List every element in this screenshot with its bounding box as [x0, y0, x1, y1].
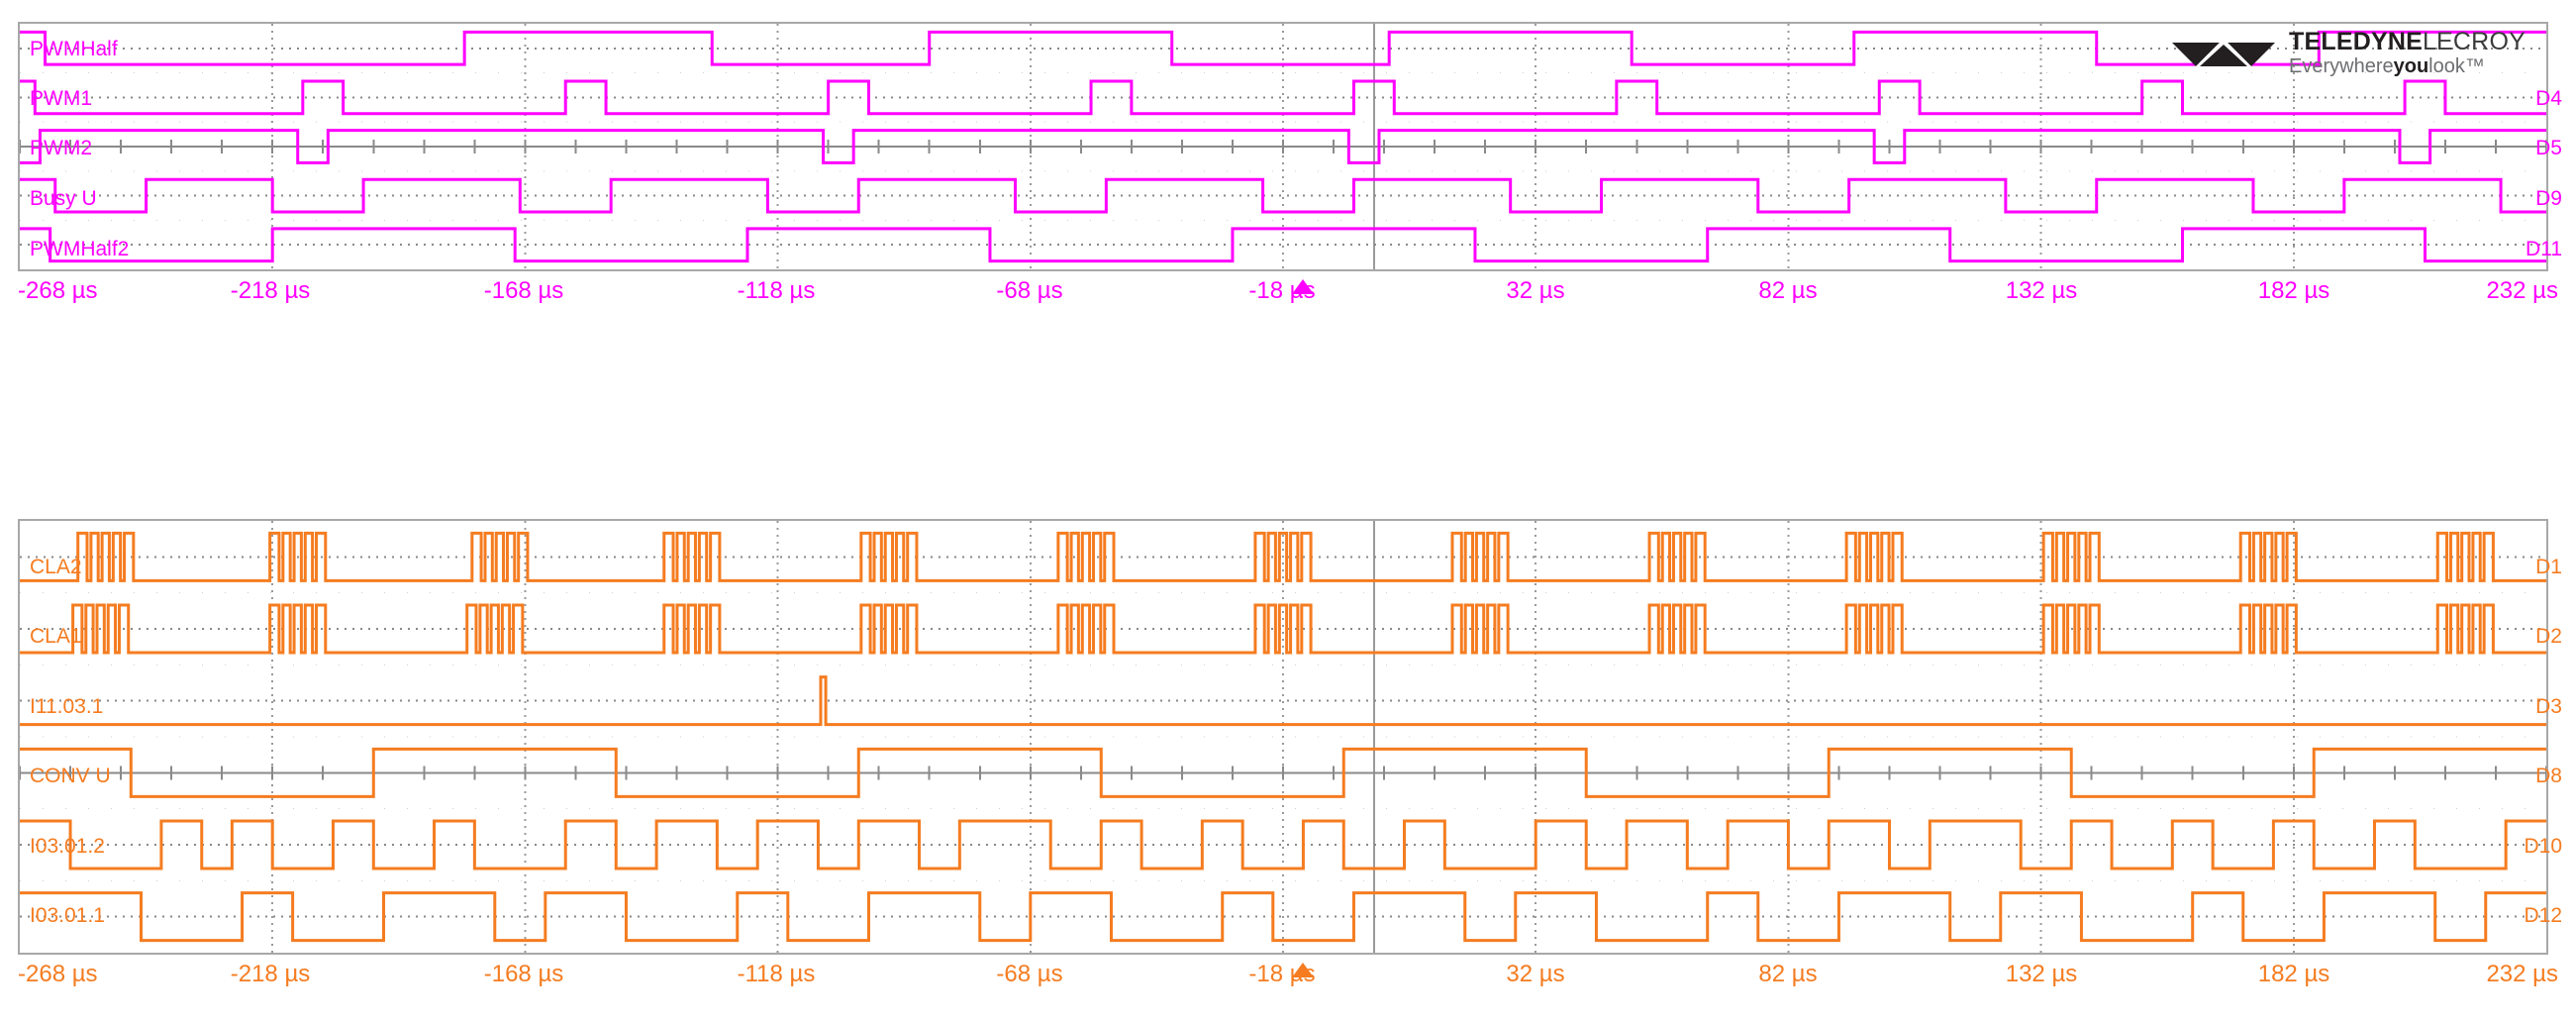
time-tick-label: 82 µs — [1758, 961, 1818, 987]
time-tick-label: -18 µs — [1248, 961, 1316, 987]
logo-trademark: ™ — [2464, 54, 2485, 77]
time-tick-label: -118 µs — [737, 961, 816, 987]
time-tick-label: 32 µs — [1506, 961, 1565, 987]
time-tick-label: -268 µs — [18, 961, 98, 987]
time-tick-label: 182 µs — [2257, 277, 2330, 304]
logo-wordmark: TELEDYNELECROY Everywhereyoulook™ — [2289, 27, 2526, 76]
time-tick-label: 132 µs — [2005, 277, 2078, 304]
time-tick-label: -268 µs — [18, 277, 98, 304]
time-tick-label: -168 µs — [483, 277, 564, 304]
time-tick-label: 32 µs — [1506, 277, 1565, 304]
time-axis-top[interactable]: -268 µs -218 µs -168 µs -118 µs -68 µs -… — [0, 277, 2576, 317]
time-tick-label: -18 µs — [1248, 277, 1316, 304]
time-tick-label: -218 µs — [230, 277, 311, 304]
time-tick-label: 82 µs — [1758, 277, 1818, 304]
logo-line1: TELEDYNELECROY — [2289, 27, 2526, 55]
time-tick-label: -118 µs — [737, 277, 816, 304]
waveform-canvas-bottom — [20, 521, 2546, 953]
time-tick-label: 182 µs — [2257, 961, 2330, 987]
waveform-plot-top[interactable] — [20, 24, 2546, 269]
waveform-canvas-top — [20, 24, 2546, 269]
time-tick-label: 232 µs — [2486, 961, 2558, 987]
logo-tag-post: look — [2428, 54, 2465, 77]
teledyne-logo-icon — [2172, 39, 2275, 66]
digital-panel-top[interactable] — [18, 22, 2548, 271]
waveform-plot-bottom[interactable] — [20, 521, 2546, 953]
logo-teledyne: TELEDYNE — [2289, 27, 2423, 55]
logo-tag-pre: Everywhere — [2289, 54, 2394, 77]
time-tick-label: -68 µs — [996, 277, 1063, 304]
logo-tag-bold: you — [2393, 54, 2429, 77]
time-tick-label: 232 µs — [2486, 277, 2558, 304]
logo-line2: Everywhereyoulook™ — [2289, 56, 2526, 76]
digital-panel-bottom[interactable] — [18, 519, 2548, 955]
time-tick-label: -168 µs — [483, 961, 564, 987]
time-axis-bottom[interactable]: -268 µs -218 µs -168 µs -118 µs -68 µs -… — [0, 961, 2576, 1000]
time-tick-label: -68 µs — [996, 961, 1063, 987]
teledyne-lecroy-logo: TELEDYNELECROY Everywhereyoulook™ — [2170, 24, 2536, 81]
trigger-arrow-top-icon[interactable] — [1292, 279, 1314, 294]
logo-lecroy: LECROY — [2422, 27, 2526, 55]
trigger-arrow-bottom-icon[interactable] — [1292, 963, 1314, 977]
time-tick-label: -218 µs — [230, 961, 311, 987]
time-tick-label: 132 µs — [2005, 961, 2078, 987]
